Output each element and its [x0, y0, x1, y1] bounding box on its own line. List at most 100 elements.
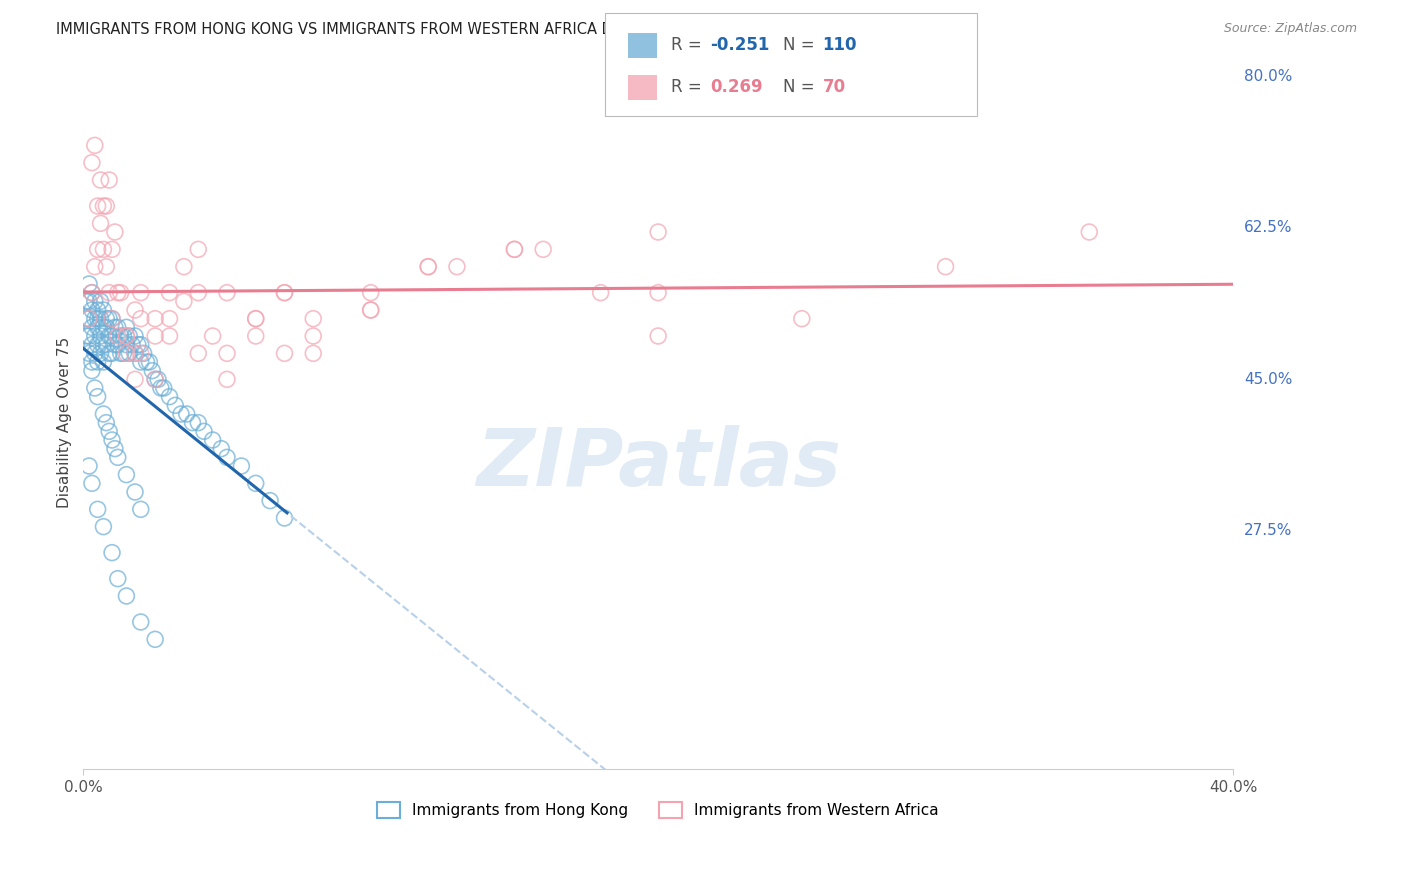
Point — [93, 320, 115, 334]
Point — [93, 303, 115, 318]
Point — [187, 416, 209, 430]
Point — [104, 442, 127, 456]
Point — [90, 311, 112, 326]
Point — [80, 337, 103, 351]
Point — [245, 476, 267, 491]
Point — [121, 337, 143, 351]
Point — [83, 346, 105, 360]
Legend: Immigrants from Hong Kong, Immigrants from Western Africa: Immigrants from Hong Kong, Immigrants fr… — [371, 796, 945, 824]
Point — [86, 311, 108, 326]
Text: 70: 70 — [823, 78, 845, 96]
Point — [86, 502, 108, 516]
Point — [215, 346, 238, 360]
Point — [215, 372, 238, 386]
Point — [124, 372, 146, 386]
Point — [589, 285, 612, 300]
Point — [118, 329, 141, 343]
Point — [107, 572, 129, 586]
Point — [101, 346, 124, 360]
Point — [129, 355, 152, 369]
Point — [124, 485, 146, 500]
Point — [187, 346, 209, 360]
Point — [790, 311, 813, 326]
Point — [503, 243, 526, 257]
Point — [124, 329, 146, 343]
Point — [107, 329, 129, 343]
Point — [273, 285, 295, 300]
Point — [215, 450, 238, 465]
Text: IMMIGRANTS FROM HONG KONG VS IMMIGRANTS FROM WESTERN AFRICA DISABILITY AGE OVER : IMMIGRANTS FROM HONG KONG VS IMMIGRANTS … — [56, 22, 948, 37]
Point — [159, 329, 181, 343]
Point — [115, 467, 138, 482]
Text: 45.0%: 45.0% — [1244, 372, 1292, 387]
Point — [146, 372, 169, 386]
Point — [80, 355, 103, 369]
Point — [107, 320, 129, 334]
Point — [935, 260, 957, 274]
Point — [215, 285, 238, 300]
Point — [159, 311, 181, 326]
Point — [93, 199, 115, 213]
Point — [1078, 225, 1101, 239]
Point — [170, 407, 193, 421]
Text: N =: N = — [783, 37, 820, 54]
Point — [98, 346, 121, 360]
Point — [141, 364, 163, 378]
Point — [503, 243, 526, 257]
Point — [129, 311, 152, 326]
Point — [80, 285, 103, 300]
Point — [98, 329, 121, 343]
Point — [77, 277, 100, 291]
Point — [209, 442, 232, 456]
Point — [193, 425, 215, 439]
Point — [115, 320, 138, 334]
Point — [101, 243, 124, 257]
Point — [231, 458, 253, 473]
Point — [83, 294, 105, 309]
Point — [143, 372, 166, 386]
Point — [83, 329, 105, 343]
Point — [360, 303, 382, 318]
Point — [98, 285, 121, 300]
Point — [93, 355, 115, 369]
Point — [531, 243, 554, 257]
Point — [77, 311, 100, 326]
Point — [90, 329, 112, 343]
Point — [107, 285, 129, 300]
Point — [101, 546, 124, 560]
Point — [159, 285, 181, 300]
Point — [112, 329, 135, 343]
Point — [143, 632, 166, 647]
Point — [77, 329, 100, 343]
Point — [132, 346, 155, 360]
Point — [124, 303, 146, 318]
Point — [90, 173, 112, 187]
Point — [143, 372, 166, 386]
Point — [124, 346, 146, 360]
Point — [80, 476, 103, 491]
Point — [96, 416, 118, 430]
Point — [96, 260, 118, 274]
Point — [360, 285, 382, 300]
Point — [129, 346, 152, 360]
Text: 80.0%: 80.0% — [1244, 69, 1292, 84]
Point — [418, 260, 440, 274]
Point — [104, 225, 127, 239]
Point — [77, 346, 100, 360]
Point — [96, 337, 118, 351]
Point — [80, 303, 103, 318]
Point — [80, 364, 103, 378]
Point — [83, 381, 105, 395]
Text: N =: N = — [783, 78, 820, 96]
Point — [107, 450, 129, 465]
Point — [259, 493, 281, 508]
Point — [110, 329, 132, 343]
Point — [647, 225, 669, 239]
Point — [75, 329, 97, 343]
Point — [93, 407, 115, 421]
Point — [129, 615, 152, 629]
Point — [107, 337, 129, 351]
Point — [143, 311, 166, 326]
Point — [115, 589, 138, 603]
Point — [273, 511, 295, 525]
